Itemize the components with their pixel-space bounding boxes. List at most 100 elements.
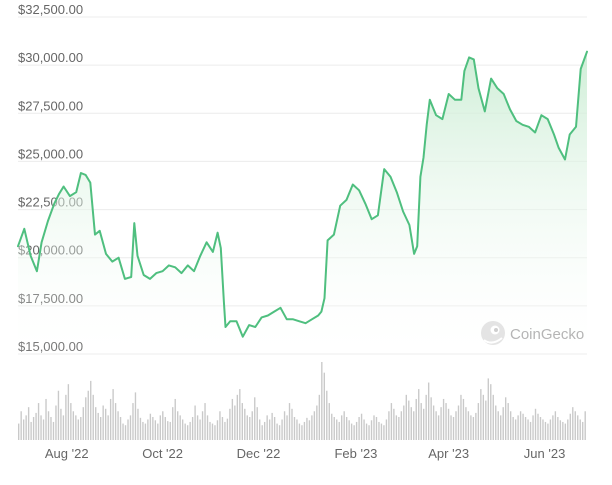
volume-bar bbox=[177, 411, 179, 440]
volume-bar bbox=[524, 417, 527, 440]
watermark-text: CoinGecko bbox=[510, 326, 584, 343]
volume-bar bbox=[430, 397, 432, 440]
volume-bar bbox=[134, 392, 137, 440]
volume-bar bbox=[572, 407, 574, 440]
volume-bar bbox=[577, 415, 579, 440]
volume-bar bbox=[206, 415, 209, 440]
volume-bar bbox=[40, 415, 42, 440]
volume-bar bbox=[298, 423, 301, 440]
volume-bar bbox=[462, 398, 465, 440]
volume-bar bbox=[420, 403, 422, 440]
volume-bar bbox=[514, 419, 517, 440]
volume-bar bbox=[137, 408, 139, 440]
volume-bar bbox=[457, 405, 460, 440]
volume-bar bbox=[254, 397, 256, 440]
volume-bar bbox=[65, 394, 67, 440]
volume-bar bbox=[542, 419, 544, 440]
volume-bar bbox=[236, 394, 239, 440]
volume-bar bbox=[167, 421, 169, 440]
volume-bar bbox=[92, 394, 94, 440]
volume-bar bbox=[149, 413, 152, 440]
volume-bar bbox=[311, 415, 313, 440]
volume-bar bbox=[112, 389, 114, 440]
volume-bar bbox=[256, 407, 258, 440]
volume-bar bbox=[224, 421, 226, 440]
volume-bar bbox=[509, 411, 512, 440]
volume-bar bbox=[72, 411, 75, 440]
volume-bar bbox=[345, 417, 348, 440]
x-tick-label: Aug '22 bbox=[45, 446, 89, 461]
volume-bar bbox=[437, 415, 440, 440]
volume-bar bbox=[102, 405, 104, 440]
volume-bar bbox=[465, 407, 467, 440]
volume-bar bbox=[500, 415, 502, 440]
volume-bar bbox=[482, 394, 485, 440]
volume-bar bbox=[343, 411, 345, 440]
volume-bar bbox=[321, 362, 323, 440]
volume-bar bbox=[388, 411, 390, 440]
volume-bar bbox=[582, 421, 584, 440]
volume-bar bbox=[261, 425, 263, 440]
volume-bar bbox=[445, 403, 447, 440]
coingecko-watermark: CoinGecko bbox=[481, 321, 584, 345]
volume-bar bbox=[22, 419, 25, 440]
volume-bar bbox=[519, 411, 522, 440]
volume-bar bbox=[164, 417, 166, 440]
volume-bar bbox=[239, 389, 241, 440]
volume-bar bbox=[281, 419, 283, 440]
price-line-path bbox=[17, 50, 588, 338]
volume-bar bbox=[338, 421, 340, 440]
x-tick-label: Feb '23 bbox=[334, 446, 377, 461]
volume-bar bbox=[249, 417, 251, 440]
volume-bar bbox=[350, 423, 353, 440]
volume-bar bbox=[199, 419, 201, 440]
volume-bar bbox=[25, 415, 27, 440]
volume-bar bbox=[358, 417, 360, 440]
volume-bar bbox=[82, 407, 84, 440]
volume-bar bbox=[432, 405, 435, 440]
volume-bar bbox=[378, 421, 380, 440]
volume-bar bbox=[194, 405, 196, 440]
volume-bar bbox=[229, 408, 231, 440]
volume-bar bbox=[403, 405, 405, 440]
y-tick-label: $25,000.00 bbox=[18, 146, 83, 161]
volume-bar bbox=[42, 419, 45, 440]
volume-bar bbox=[313, 411, 316, 440]
volume-bar bbox=[537, 413, 539, 440]
volume-bar bbox=[323, 372, 325, 440]
volume-bar bbox=[418, 389, 420, 440]
volume-bar bbox=[393, 408, 395, 440]
volume-bar bbox=[52, 421, 55, 440]
volume-bar bbox=[425, 394, 427, 440]
volume-bar bbox=[172, 407, 174, 440]
volume-bar bbox=[189, 421, 191, 440]
volume-bar bbox=[37, 403, 40, 440]
volume-bar bbox=[460, 394, 462, 440]
volume-bar bbox=[221, 417, 224, 440]
volume-bar bbox=[552, 415, 554, 440]
volume-bar bbox=[251, 411, 253, 440]
volume-bar bbox=[316, 405, 318, 440]
volume-bar bbox=[97, 412, 99, 440]
volume-bar bbox=[159, 415, 161, 440]
volume-bar bbox=[268, 419, 271, 440]
volume-bar bbox=[365, 423, 368, 440]
volume-bar bbox=[527, 419, 529, 440]
volume-bar bbox=[296, 419, 298, 440]
volume-bar bbox=[512, 417, 514, 440]
volume-bar bbox=[169, 421, 171, 440]
volume-bar bbox=[450, 415, 452, 440]
volume-bar bbox=[234, 405, 236, 440]
volume-bar bbox=[423, 408, 425, 440]
volume-bar bbox=[57, 390, 60, 440]
price-area bbox=[18, 51, 587, 354]
x-tick-label: Apr '23 bbox=[428, 446, 469, 461]
volume-bar bbox=[47, 411, 50, 440]
volume-bar bbox=[380, 423, 383, 440]
volume-bar bbox=[263, 421, 266, 440]
volume-bar bbox=[539, 417, 542, 440]
volume-bar bbox=[492, 394, 494, 440]
volume-bar bbox=[85, 397, 87, 440]
volume-bar bbox=[179, 415, 181, 440]
